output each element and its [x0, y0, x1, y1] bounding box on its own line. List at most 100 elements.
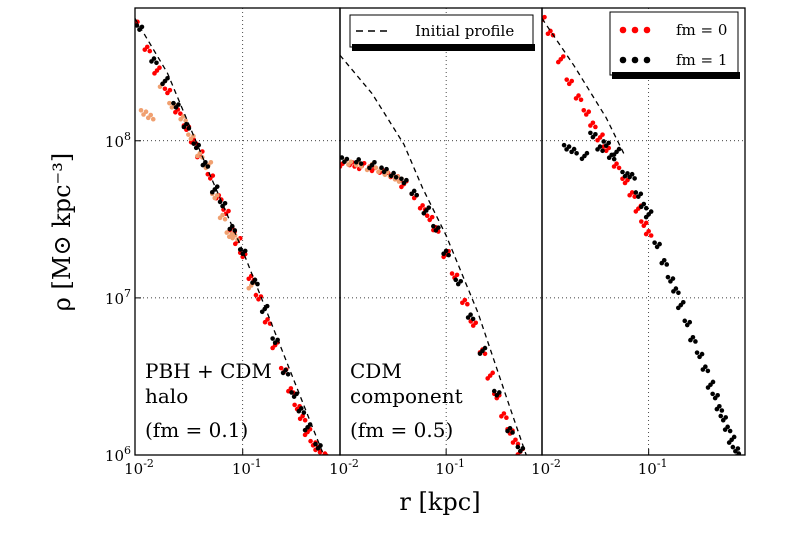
- data-point: [641, 201, 647, 207]
- data-point: [571, 146, 577, 152]
- data-point: [356, 157, 361, 162]
- data-point: [473, 320, 479, 326]
- data-point: [253, 292, 259, 298]
- data-point: [302, 417, 308, 423]
- data-point: [186, 126, 192, 131]
- data-point: [664, 262, 670, 267]
- data-point: [151, 56, 157, 61]
- data-point: [735, 446, 741, 451]
- data-point: [715, 392, 720, 398]
- data-point: [522, 459, 527, 464]
- data-point: [657, 241, 662, 247]
- data-point: [171, 100, 176, 106]
- annotation-line: (fm = 0.5): [350, 418, 453, 442]
- data-point: [564, 77, 570, 82]
- x-tick-label: 10-2: [531, 457, 561, 478]
- data-point: [593, 131, 598, 137]
- data-point: [162, 86, 168, 92]
- data-point: [652, 240, 657, 245]
- data-point: [252, 277, 258, 283]
- series-2: [138, 78, 257, 291]
- initial-profile-line: [340, 54, 527, 455]
- y-tick-label: 107: [105, 287, 131, 308]
- data-point: [242, 248, 248, 254]
- data-point: [694, 350, 700, 355]
- x-tick-label: 10-1: [232, 457, 262, 478]
- data-point: [144, 44, 150, 50]
- data-point: [600, 148, 605, 154]
- data-point: [725, 424, 730, 430]
- data-point: [214, 184, 220, 189]
- data-point: [358, 161, 364, 166]
- data-point: [436, 225, 441, 230]
- data-point: [197, 150, 203, 156]
- data-point: [130, 18, 135, 23]
- data-point: [727, 428, 733, 434]
- data-point: [620, 169, 625, 175]
- data-point: [167, 100, 172, 106]
- data-point: [490, 370, 495, 376]
- data-point: [147, 48, 153, 54]
- data-point: [676, 290, 681, 296]
- data-point: [285, 371, 291, 377]
- data-point: [458, 278, 464, 284]
- legend-label: fm = 0: [676, 21, 727, 39]
- legend-fm: fm = 0 fm = 1: [609, 11, 740, 79]
- x-tick-label: 10-1: [638, 457, 668, 478]
- data-point: [384, 166, 389, 172]
- data-point: [699, 351, 705, 357]
- data-point: [496, 390, 502, 395]
- data-point: [258, 294, 264, 299]
- data-layer: [542, 14, 742, 455]
- legend-marker: [631, 26, 639, 34]
- data-point: [449, 271, 455, 276]
- series-3: [340, 155, 526, 454]
- data-point: [638, 191, 644, 197]
- data-point: [399, 176, 404, 182]
- data-point: [446, 252, 451, 258]
- initial-profile-line: [135, 18, 325, 455]
- data-point: [191, 133, 196, 139]
- data-point: [462, 297, 468, 303]
- data-point: [372, 160, 377, 165]
- data-point: [578, 97, 584, 103]
- data-point: [703, 364, 708, 370]
- data-point: [566, 144, 572, 149]
- data-point: [584, 150, 590, 156]
- legend-marker: [631, 56, 639, 64]
- data-point: [222, 200, 228, 206]
- data-point: [454, 272, 460, 278]
- data-point: [313, 441, 318, 447]
- data-point: [643, 220, 649, 226]
- data-point: [203, 160, 208, 165]
- data-point: [135, 23, 140, 28]
- data-point: [648, 209, 654, 214]
- data-point: [265, 317, 270, 322]
- data-point: [569, 78, 575, 84]
- data-point: [710, 379, 716, 385]
- data-point: [404, 177, 409, 183]
- data-point: [606, 140, 612, 146]
- y-axis: 106 107 108: [105, 130, 141, 465]
- data-point: [208, 160, 214, 165]
- data-point: [176, 102, 181, 107]
- data-point: [186, 132, 191, 137]
- data-point: [264, 303, 270, 309]
- data-point: [138, 108, 144, 113]
- data-point: [470, 316, 476, 322]
- data-point: [335, 160, 340, 165]
- data-point: [693, 339, 698, 344]
- data-point: [468, 312, 473, 318]
- data-point: [501, 411, 507, 416]
- data-point: [322, 456, 327, 461]
- data-point: [586, 109, 592, 115]
- data-point: [224, 230, 230, 235]
- data-point: [576, 93, 581, 98]
- data-point: [220, 212, 225, 218]
- data-point: [661, 257, 667, 263]
- data-point: [629, 171, 635, 177]
- panel-frame: [541, 7, 746, 456]
